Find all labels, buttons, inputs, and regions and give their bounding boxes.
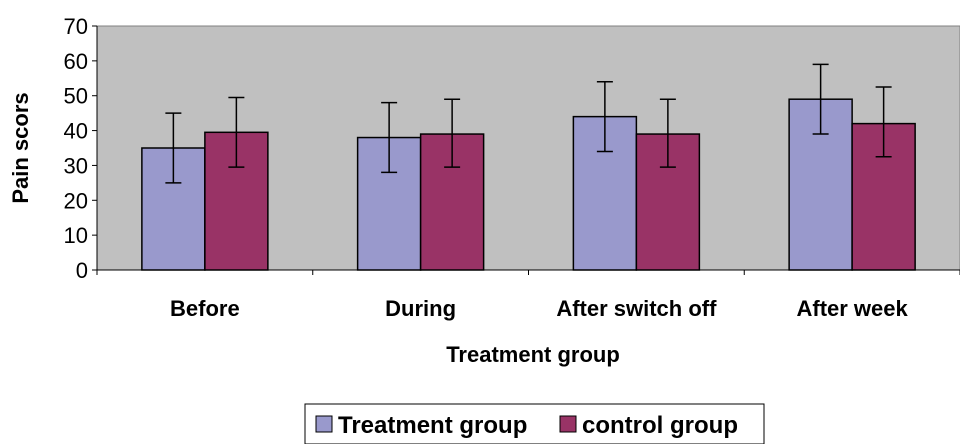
y-axis: 0 10 20 30 40 50 60 70 [64, 14, 98, 283]
legend-swatch-treatment [315, 415, 333, 433]
y-axis-title: Pain scors [8, 92, 33, 203]
x-axis-title: Treatment group [446, 342, 620, 367]
x-category-label: After week [796, 296, 908, 321]
y-tick-label: 30 [64, 153, 88, 178]
legend-label-control: control group [582, 412, 738, 439]
y-tick-label: 0 [76, 258, 88, 283]
x-axis: Before During After switch off After week [96, 269, 960, 321]
y-tick-label: 40 [64, 119, 88, 144]
legend-box [304, 403, 765, 444]
legend-label-treatment: Treatment group [338, 412, 527, 439]
y-tick-label: 70 [64, 14, 88, 39]
y-tick-label: 20 [64, 188, 88, 213]
y-tick-label: 10 [64, 223, 88, 248]
x-category-label: During [385, 296, 456, 321]
y-tick-label: 50 [64, 84, 88, 109]
x-category-label: After switch off [556, 296, 717, 321]
error-bars-group [165, 63, 892, 184]
x-category-label: Before [170, 296, 240, 321]
legend: Treatment group control group [304, 403, 765, 444]
y-tick-label: 60 [64, 49, 88, 74]
legend-swatch-control [559, 415, 577, 433]
